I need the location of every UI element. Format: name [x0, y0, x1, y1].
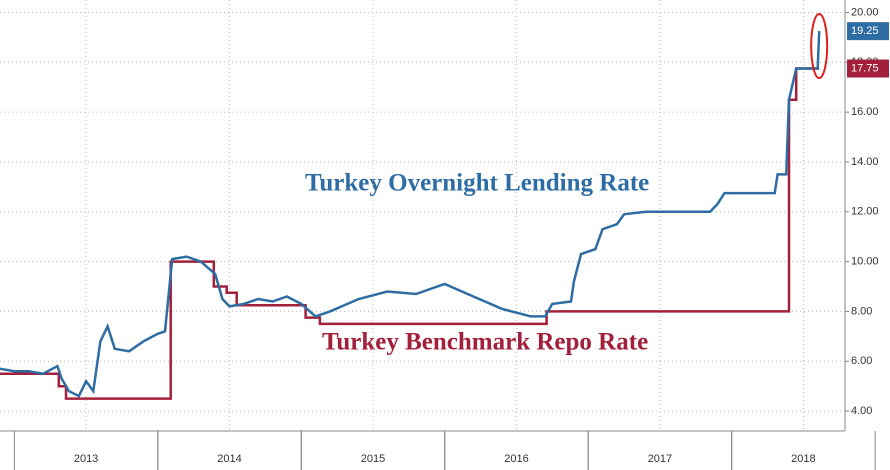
x-tick-label: 2014: [217, 453, 241, 465]
highlight-circle: [810, 13, 829, 79]
line: [0, 31, 821, 398]
y-tick-label: 16.00: [851, 106, 879, 118]
y-tick-label: 6.00: [851, 355, 872, 367]
x-tick-label: 2015: [361, 453, 385, 465]
x-tick-label: 2013: [74, 453, 98, 465]
end-label-box: [847, 59, 889, 78]
annotation: Turkey Overnight Lending Rate: [305, 170, 649, 197]
y-tick-label: 4.00: [851, 405, 872, 417]
y-tick-label: 8.00: [851, 305, 872, 317]
y-tick-label: 14.00: [851, 156, 879, 168]
end-label: 19.25: [851, 25, 879, 37]
end-label: 17.75: [851, 62, 879, 74]
x-tick-label: 2017: [648, 453, 672, 465]
line: [0, 67, 820, 400]
y-tick-label: 20.00: [851, 6, 879, 18]
annotation: Turkey Benchmark Repo Rate: [322, 329, 648, 356]
end-label-box: [847, 22, 889, 41]
y-tick-label: 12.00: [851, 206, 879, 218]
x-tick-label: 2018: [791, 453, 815, 465]
y-tick-label: 10.00: [851, 255, 879, 267]
x-tick-label: 2016: [504, 453, 528, 465]
